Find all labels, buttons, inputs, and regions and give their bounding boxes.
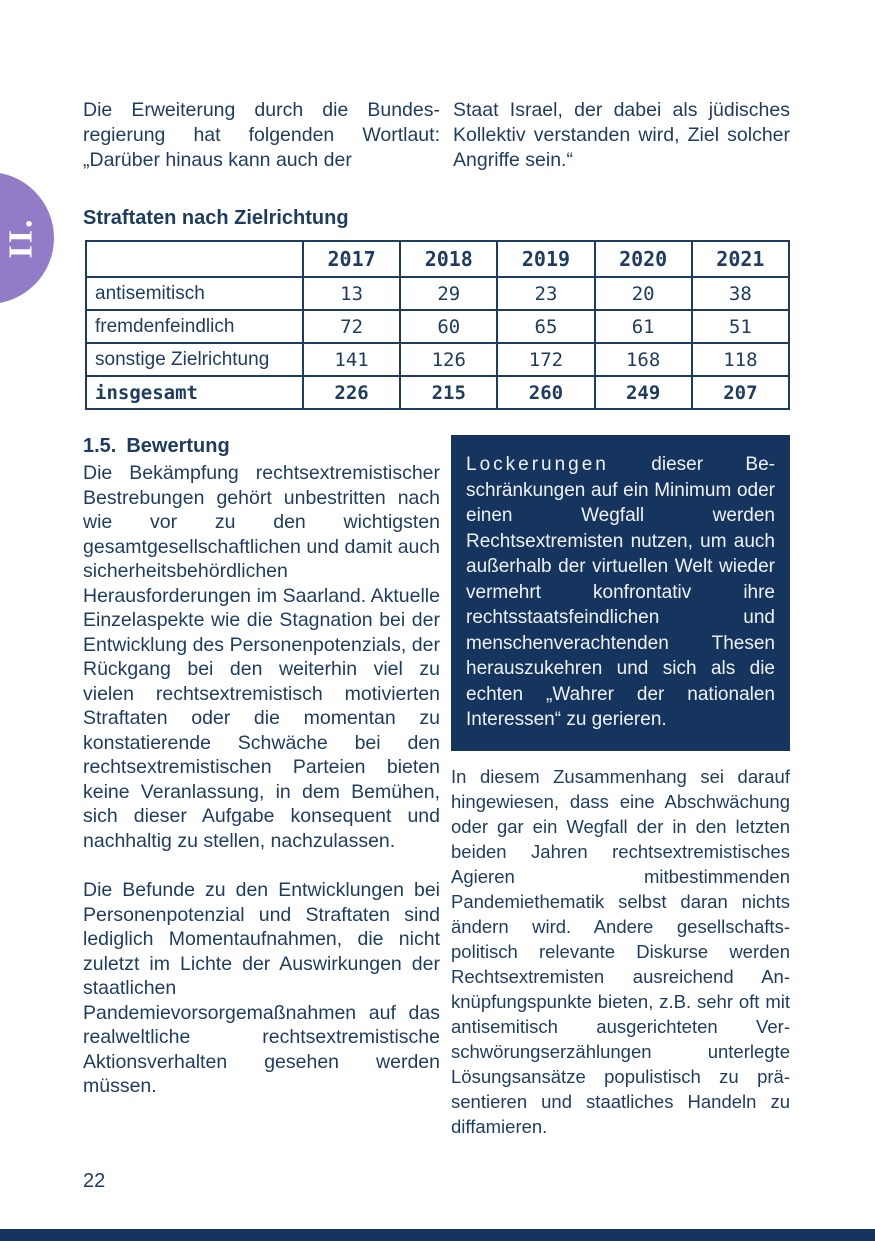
quote-lead: Lockerungen <box>466 454 609 475</box>
right-column-paragraph: In diesem Zusammenhang sei darauf hingew… <box>451 765 790 1137</box>
section-tab-label: II. <box>2 217 40 259</box>
table-value-cell: 249 <box>593 375 693 410</box>
table-header-row: 2017 2018 2019 2020 2021 <box>85 240 791 278</box>
straftaten-table: 2017 2018 2019 2020 2021 antisemitisch 13 29 23 2… <box>85 240 791 410</box>
table-value-cell: 215 <box>399 375 499 410</box>
table-value-cell: 13 <box>301 276 402 311</box>
table-value-cell: 61 <box>593 309 693 344</box>
table-value-cell: 38 <box>690 276 791 311</box>
table-row-label: insgesamt <box>85 375 304 410</box>
table-value-cell: 141 <box>301 342 402 377</box>
quote-rest: dieser Be­schränkungen auf ein Minimum o… <box>466 454 775 730</box>
table-value-cell: 29 <box>399 276 499 311</box>
table-value-cell: 65 <box>496 309 596 344</box>
table-value-cell: 126 <box>399 342 499 377</box>
table-value-cell: 20 <box>593 276 693 311</box>
table-value-cell: 260 <box>496 375 596 410</box>
quote-box: Lockerungen dieser Be­schränkungen auf e… <box>451 435 790 751</box>
page-number: 22 <box>83 1170 106 1192</box>
table-header-year: 2018 <box>399 240 499 278</box>
intro-text-block: Die Erweiterung durch die Bundes­regieru… <box>83 78 790 192</box>
section-tab: II. <box>0 172 54 304</box>
table-header-year: 2021 <box>690 240 791 278</box>
table-heading: Straftaten nach Zielrichtung <box>83 206 349 229</box>
table-row-label: fremdenfeindlich <box>85 309 304 344</box>
bewertung-heading: 1.5. Bewertung <box>83 435 440 458</box>
table-header-year: 2020 <box>593 240 693 278</box>
bewertung-paragraph-1: Die Bekämpfung rechtsextremisti­scher Be… <box>83 462 440 852</box>
table-value-cell: 207 <box>690 375 791 410</box>
bewertung-heading-number: 1.5. <box>83 435 117 457</box>
table-value-cell: 51 <box>690 309 791 344</box>
footer-bar <box>0 1229 875 1241</box>
table-value-cell: 168 <box>593 342 693 377</box>
table-header-year: 2017 <box>301 240 402 278</box>
table-row: sonstige Zielrichtung 141 126 172 168 118 <box>85 342 791 377</box>
table-row-label: antisemitisch <box>85 276 304 311</box>
intro-left-column: Die Erweiterung durch die Bundes­regieru… <box>83 98 440 171</box>
bewertung-paragraph-2: Die Befunde zu den Entwicklungen bei Per… <box>83 879 440 1097</box>
table-value-cell: 72 <box>301 309 402 344</box>
table-header-year: 2019 <box>496 240 596 278</box>
table-header-empty <box>85 240 304 278</box>
table-row: antisemitisch 13 29 23 20 38 <box>85 276 791 311</box>
table-value-cell: 60 <box>399 309 499 344</box>
table-value-cell: 172 <box>496 342 596 377</box>
quote-text: Lockerungen dieser Be­schränkungen auf e… <box>466 452 775 733</box>
table-value-cell: 118 <box>690 342 791 377</box>
table-row-label: sonstige Zielrichtung <box>85 342 304 377</box>
table-row: fremdenfeindlich 72 60 65 61 51 <box>85 309 791 344</box>
bewertung-heading-text: Bewertung <box>126 435 230 457</box>
left-column: 1.5. Bewertung Die Bekämpfung rechtsextre… <box>83 435 440 1139</box>
table-value-cell: 23 <box>496 276 596 311</box>
table-value-cell: 226 <box>301 375 402 410</box>
body-columns: 1.5. Bewertung Die Bekämpfung rechtsextre… <box>83 435 790 1139</box>
table-row: insgesamt 226 215 260 249 207 <box>85 375 791 410</box>
intro-right-column: Staat Israel, der dabei als jüdisches Ko… <box>453 98 790 171</box>
right-column: Lockerungen dieser Be­schränkungen auf e… <box>451 435 790 1139</box>
